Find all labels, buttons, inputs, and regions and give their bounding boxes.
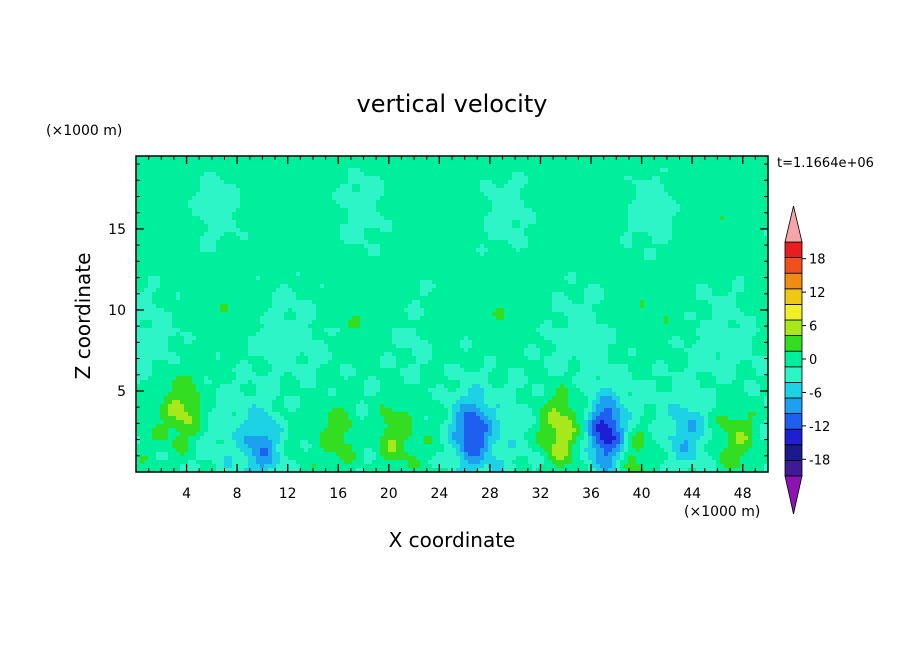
colorbar-under-arrow — [784, 475, 803, 515]
y-axis-title: Z coordinate — [71, 253, 95, 380]
colorbar-swatch — [784, 350, 803, 368]
contour-cells — [136, 156, 768, 472]
y-tick-label: 5 — [117, 384, 126, 400]
x-tick-label: 40 — [633, 486, 651, 502]
colorbar-label: -12 — [809, 420, 830, 435]
colorbar-swatch — [784, 413, 803, 430]
x-tick-label: 8 — [233, 486, 242, 502]
colorbar-swatch — [784, 241, 803, 259]
y-axis: 5 10 15 — [108, 163, 768, 457]
y-unit-label: (×1000 m) — [46, 123, 122, 139]
colorbar-label: -18 — [809, 453, 830, 468]
time-label: t=1.1664e+06 — [777, 156, 874, 171]
colorbar: 18 12 6 0 -6 -12 -18 — [784, 205, 830, 515]
x-tick-label: 36 — [582, 486, 600, 502]
colorbar-swatch — [784, 397, 803, 415]
x-tick-label: 44 — [683, 486, 701, 502]
colorbar-swatch — [784, 272, 803, 290]
colorbar-label: 12 — [809, 286, 826, 301]
colorbar-swatch — [784, 319, 803, 337]
colorbar-swatch — [784, 257, 803, 274]
x-axis-title: X coordinate — [389, 528, 516, 552]
x-tick-label: 12 — [279, 486, 297, 502]
x-tick-label: 4 — [182, 486, 191, 502]
colorbar-swatch — [784, 381, 803, 399]
colorbar-swatch — [784, 303, 803, 321]
colorbar-swatch — [784, 288, 803, 305]
chart-title: vertical velocity — [357, 90, 548, 118]
y-tick-label: 15 — [108, 222, 126, 238]
x-unit-label: (×1000 m) — [684, 504, 760, 520]
colorbar-over-arrow — [784, 205, 803, 243]
x-axis: 4 8 12 16 20 24 28 32 36 40 44 48 — [148, 156, 756, 502]
colorbar-swatch — [784, 335, 803, 352]
x-tick-label: 24 — [430, 486, 448, 502]
x-tick-label: 28 — [481, 486, 499, 502]
y-tick-label: 10 — [108, 303, 126, 319]
x-tick-label: 32 — [532, 486, 550, 502]
colorbar-swatch — [784, 428, 803, 446]
x-tick-label: 48 — [734, 486, 752, 502]
colorbar-swatch — [784, 444, 803, 461]
colorbar-label: 0 — [809, 353, 817, 368]
colorbar-swatch — [784, 459, 803, 477]
contour-field — [136, 156, 768, 472]
x-tick-label: 20 — [380, 486, 398, 502]
colorbar-label: -6 — [809, 386, 822, 401]
colorbar-label: 18 — [809, 253, 826, 268]
x-tick-label: 16 — [329, 486, 347, 502]
colorbar-label: 6 — [809, 320, 817, 335]
colorbar-swatch — [784, 366, 803, 383]
